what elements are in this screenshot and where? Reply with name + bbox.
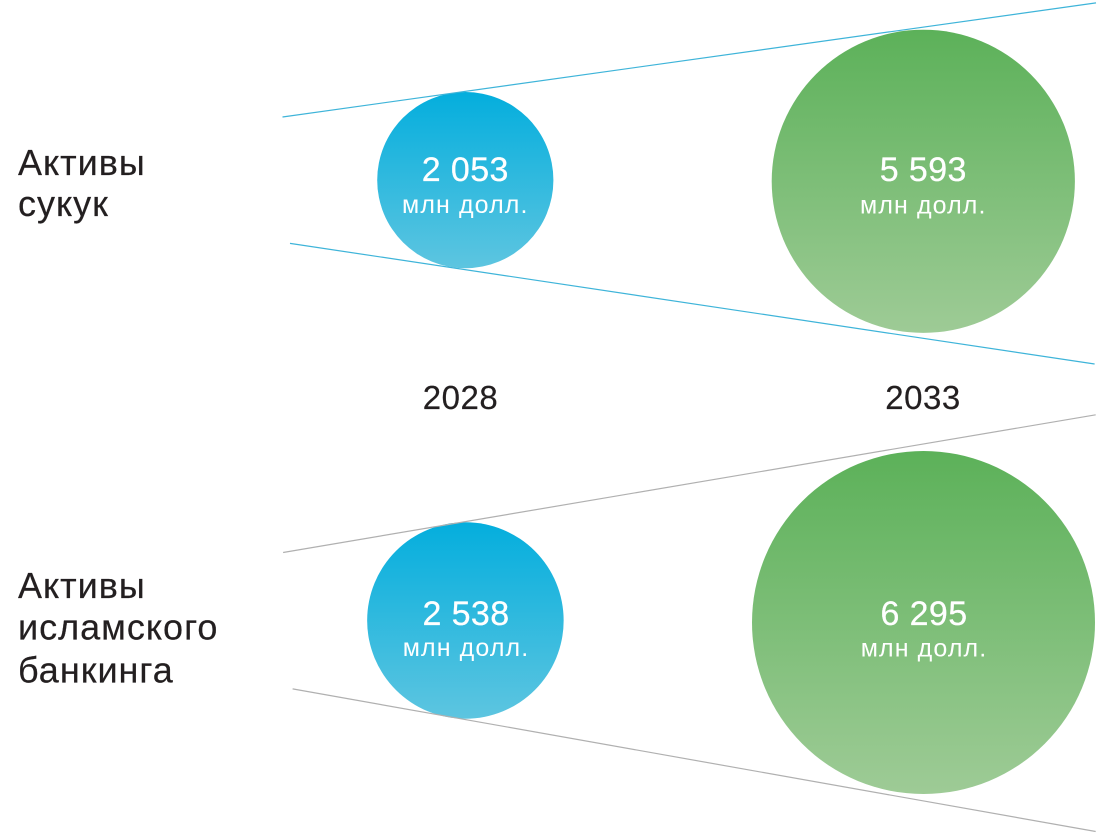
svg-text:Активы: Активы: [18, 565, 146, 606]
svg-text:5 593: 5 593: [880, 151, 967, 189]
svg-text:6 295: 6 295: [880, 595, 967, 633]
svg-text:2028: 2028: [423, 379, 498, 416]
svg-text:млн долл.: млн долл.: [860, 191, 987, 219]
svg-text:Активы: Активы: [18, 142, 146, 183]
svg-text:2 538: 2 538: [422, 595, 509, 633]
svg-text:исламского: исламского: [18, 607, 218, 648]
svg-text:сукук: сукук: [18, 183, 109, 224]
svg-text:2033: 2033: [885, 379, 960, 416]
svg-text:млн долл.: млн долл.: [861, 635, 988, 663]
svg-text:2 053: 2 053: [422, 151, 509, 189]
svg-text:млн долл.: млн долл.: [402, 191, 529, 219]
svg-text:банкинга: банкинга: [18, 650, 174, 691]
svg-text:млн долл.: млн долл.: [403, 634, 530, 662]
